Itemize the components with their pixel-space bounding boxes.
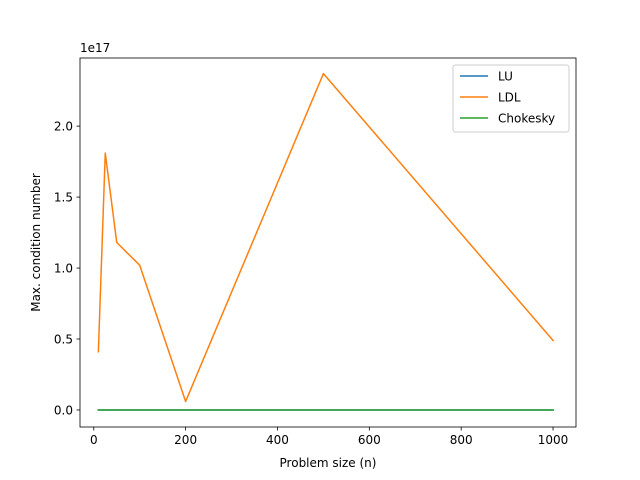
legend-items: LU LDL Chokesky	[460, 70, 555, 126]
x-tick-label: 400	[266, 433, 289, 447]
x-tick-label: 800	[450, 433, 473, 447]
x-tick-label: 600	[358, 433, 381, 447]
y-tick-label: 1.0	[54, 262, 73, 276]
legend-box	[452, 64, 570, 133]
x-tick-label: 200	[174, 433, 197, 447]
y-axis-ticks: 0.0 0.5 1.0 1.5 2.0	[54, 120, 80, 417]
plot-frame	[79, 57, 577, 428]
y-tick-label: 1.5	[54, 191, 73, 205]
series-layer	[97, 72, 555, 411]
y-axis-label: Max. condition number	[29, 173, 43, 312]
y-tick-label: 0.0	[54, 403, 73, 417]
x-tick-label: 0	[90, 433, 98, 447]
legend: LU LDL Chokesky	[452, 64, 570, 133]
x-axis-label: Problem size (n)	[280, 456, 377, 470]
legend-label-ldl: LDL	[498, 91, 521, 105]
y-tick-label: 0.5	[54, 333, 73, 347]
series-line-ldl	[97, 72, 555, 403]
legend-label-chokesky: Chokesky	[498, 112, 555, 126]
y-tick-label: 2.0	[54, 120, 73, 134]
legend-label-lu: LU	[498, 70, 513, 84]
y-offset-text: 1e17	[80, 41, 110, 55]
x-tick-label: 1000	[538, 433, 569, 447]
x-axis-ticks: 0 200 400 600 800 1000	[90, 427, 568, 447]
